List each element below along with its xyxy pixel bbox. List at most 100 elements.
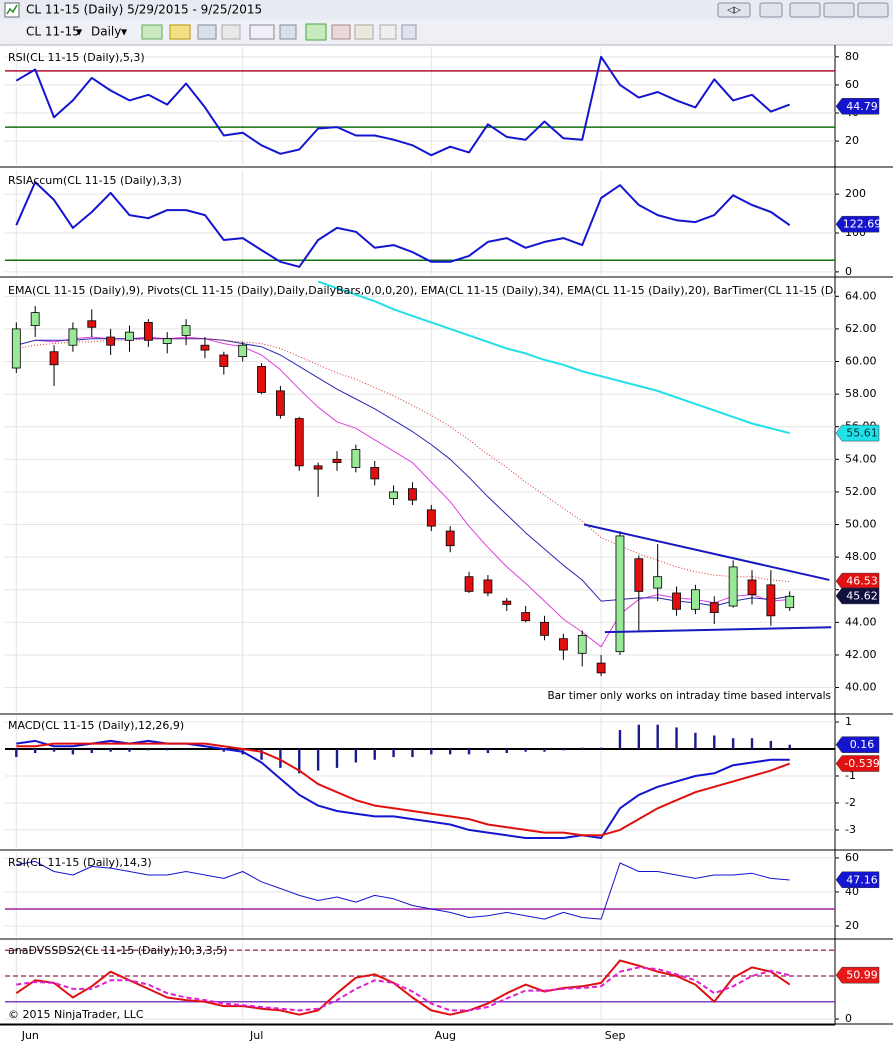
strategy-button[interactable]: [331, 24, 351, 40]
y-tick-label: 1: [845, 715, 852, 728]
candle-body: [11, 328, 21, 369]
dollar-button[interactable]: [379, 24, 397, 40]
toolbar-icons: [141, 23, 417, 41]
candle-body: [238, 344, 248, 358]
candle-body: [502, 600, 512, 605]
y-tick-label: 40.00: [845, 681, 877, 694]
candle-body: [68, 328, 78, 346]
histogram-bar: [128, 748, 131, 752]
candle-body: [49, 351, 59, 366]
candle-body: [672, 592, 681, 610]
histogram-bar: [71, 748, 75, 755]
zoom-in-button[interactable]: [197, 24, 217, 40]
candle-body: [389, 491, 398, 499]
panel-title: RSIAccum(CL 11-15 (Daily),3,3): [8, 174, 182, 187]
candle-body: [106, 336, 116, 346]
minimize-button[interactable]: [789, 2, 821, 18]
histogram-bar: [581, 747, 584, 749]
candle-body: [558, 638, 568, 651]
histogram-bar: [392, 748, 395, 758]
histogram-bar: [354, 748, 358, 763]
value-tag-label: 44.79: [846, 100, 878, 113]
histogram-bar: [15, 748, 18, 758]
histogram-bar: [618, 730, 622, 749]
histogram-bar: [505, 748, 508, 754]
properties-button[interactable]: [354, 24, 374, 40]
candle-body: [370, 467, 380, 480]
value-tag-label: -0.539: [844, 757, 879, 770]
value-tag-label: 47.16: [846, 873, 878, 886]
y-tick-label: 40: [845, 885, 859, 898]
value-tag: [835, 966, 880, 984]
panel: RSI(CL 11-15 (Daily),5,3): [5, 47, 835, 165]
y-tick-label: 200: [845, 187, 866, 200]
y-tick-label: 54.00: [845, 452, 877, 465]
y-tick-label: -3: [845, 823, 856, 836]
close-button[interactable]: [857, 2, 889, 18]
nav-glyph: ◁▷: [727, 6, 741, 16]
candle-body: [615, 535, 625, 653]
histogram-bar: [222, 748, 226, 752]
value-tag-label: 0.16: [850, 738, 875, 751]
value-tag-label: 122.69: [843, 218, 882, 231]
zoom-out-button[interactable]: [221, 24, 241, 40]
value-tag: [835, 424, 880, 442]
candle-body: [766, 584, 776, 617]
candle-body: [785, 595, 795, 609]
candle-body: [709, 602, 719, 613]
indicator-line: [16, 739, 790, 839]
histogram-bar: [467, 748, 471, 755]
y-tick-label: -2: [845, 796, 856, 809]
indicator-line: [16, 860, 790, 920]
histogram-bar: [524, 748, 527, 752]
y-tick-label: -1: [845, 769, 856, 782]
histogram-bar: [184, 748, 188, 750]
indicator-line: [15, 181, 791, 268]
x-tick-label: Jul: [249, 1029, 263, 1042]
maximize-button[interactable]: [823, 2, 855, 18]
panel-title: MACD(CL 11-15 (Daily),12,26,9): [8, 719, 184, 732]
y-tick-label: 20: [845, 134, 859, 147]
histogram-bar: [656, 724, 659, 749]
draw-button[interactable]: [169, 24, 191, 40]
period-selector[interactable]: Daily: [91, 25, 121, 39]
histogram-bar: [316, 748, 320, 771]
histogram-bar: [750, 738, 754, 749]
histogram-bar: [769, 740, 773, 749]
panel: RSIAccum(CL 11-15 (Daily),3,3): [5, 170, 835, 275]
histogram-bar: [731, 738, 735, 749]
instrument-selector[interactable]: CL 11-15: [26, 25, 80, 39]
nav-button[interactable]: [717, 2, 751, 18]
window-button[interactable]: [759, 2, 783, 18]
panel-title: anaDVSSDS2(CL 11-15 (Daily),10,3,3,5): [8, 944, 227, 957]
candle-body: [332, 458, 342, 463]
histogram-bar: [637, 724, 641, 749]
indicator-button[interactable]: [305, 23, 327, 41]
y-tick-label: 48.00: [845, 550, 877, 563]
histogram-bar: [335, 748, 339, 768]
bar-type-button[interactable]: [141, 24, 163, 40]
search-button[interactable]: [279, 24, 297, 40]
dropdown-arrow: ▼: [76, 28, 83, 37]
app-icon-glyph: [6, 4, 18, 15]
value-tag: [835, 215, 880, 233]
crosshair-button[interactable]: [249, 24, 275, 40]
candle-body: [162, 338, 172, 344]
value-tag: [835, 587, 880, 605]
candle-body: [445, 530, 455, 547]
panel: EMA(CL 11-15 (Daily),9), Pivots(CL 11-15…: [5, 280, 835, 712]
value-tag: [835, 572, 880, 590]
y-tick-label: 50.00: [845, 518, 877, 531]
y-tick-label: 42.00: [845, 648, 877, 661]
value-tag-label: 55.61: [846, 427, 878, 440]
histogram-bar: [90, 748, 93, 754]
list-button[interactable]: [401, 24, 417, 40]
histogram-bar: [486, 748, 490, 754]
histogram-bar: [166, 748, 169, 751]
histogram-bar: [373, 748, 376, 760]
candle-body: [634, 558, 644, 592]
candle-body: [577, 634, 587, 654]
value-tag: [835, 871, 880, 889]
panel: RSI(CL 11-15 (Daily),14,3): [5, 852, 835, 937]
